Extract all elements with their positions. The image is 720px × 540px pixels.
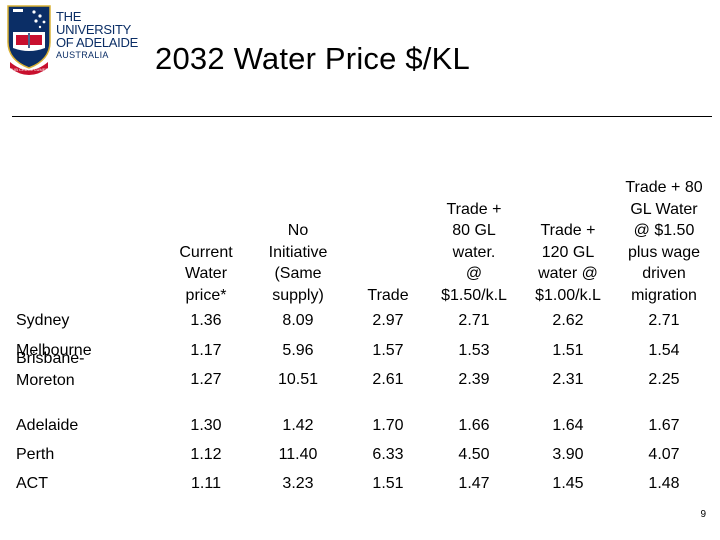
table-cell: 6.33	[372, 446, 404, 463]
table-cell: 1.45	[552, 475, 584, 492]
table-row: ACT 1.11 3.23 1.51 1.47 1.45 1.48	[16, 473, 716, 495]
title-divider	[12, 116, 712, 117]
table-cell: 10.51	[277, 371, 319, 388]
slide-title: 2032 Water Price $/KL	[155, 41, 470, 76]
column-header: Trade +120 GL water @ $1.00/k.L	[535, 222, 601, 304]
table-cell: 1.70	[372, 417, 404, 434]
row-label: Melbourne	[16, 342, 92, 359]
table-cell: 2.71	[458, 312, 490, 329]
table-row: Sydney 1.36 8.09 2.97 2.71 2.62 2.71	[16, 310, 716, 332]
row-label: ACT	[16, 475, 48, 492]
table-cell: 1.36	[190, 312, 222, 329]
table-cell: 1.42	[282, 417, 314, 434]
table-cell: 5.96	[282, 342, 314, 359]
university-crest-icon: SUB CRUCE LUMEN	[7, 5, 51, 75]
table-cell: 2.71	[648, 312, 680, 329]
table-cell: 1.47	[458, 475, 490, 492]
page-number: 9	[700, 509, 706, 520]
table-cell: 1.64	[552, 417, 584, 434]
university-country: AUSTRALIA	[56, 50, 109, 60]
table-cell: 2.39	[458, 371, 490, 388]
column-header: Current Water price*	[179, 243, 233, 304]
column-header: Trade	[367, 286, 409, 304]
table-cell: 11.40	[278, 446, 318, 463]
table-cell: 1.51	[372, 475, 404, 492]
column-header: No Initiative (Same supply)	[268, 222, 328, 304]
table-row: Brisbane- Moreton 1.27 10.51 2.61 2.39 2.31 2.2…	[16, 348, 716, 391]
table-header-row: Current Water price* No Initiative (Same suppl…	[16, 176, 716, 306]
table-cell: 4.07	[648, 446, 680, 463]
table-cell: 1.57	[372, 342, 404, 359]
table-cell: 1.53	[458, 342, 490, 359]
table-cell: 1.11	[191, 475, 221, 492]
row-label: Perth	[16, 446, 55, 463]
table-cell: 2.61	[372, 371, 404, 388]
logo-motto: SUB CRUCE LUMEN	[10, 67, 49, 72]
table-cell: 8.09	[282, 312, 314, 329]
table-row: Perth 1.12 11.40 6.33 4.50 3.90 4.07	[16, 444, 716, 466]
table-cell: 1.66	[458, 417, 490, 434]
table-cell: 1.54	[648, 342, 680, 359]
table-row: Melbourne 1.17 5.96 1.57 1.53 1.51 1.54	[16, 340, 716, 362]
table-cell: 3.23	[282, 475, 314, 492]
table-cell: 1.12	[190, 446, 222, 463]
university-name-line2: OF ADELAIDE	[56, 35, 138, 50]
table-cell: 2.31	[552, 371, 584, 388]
table-cell: 2.25	[648, 371, 680, 388]
column-header: Trade +80 GL water. @ $1.50/k.L	[441, 200, 507, 304]
table-cell: 2.97	[372, 312, 404, 329]
university-name-line1: THE UNIVERSITY	[56, 9, 132, 37]
table-cell: 1.30	[190, 417, 222, 434]
table-cell: 1.17	[190, 342, 222, 359]
row-label: Sydney	[16, 312, 70, 329]
row-label: Adelaide	[16, 417, 79, 434]
table-cell: 1.67	[648, 417, 680, 434]
table-cell: 3.90	[552, 446, 584, 463]
row-label: Brisbane- Moreton	[16, 350, 85, 389]
table-cell: 1.51	[552, 342, 584, 359]
table-cell: 4.50	[458, 446, 490, 463]
table-cell: 2.62	[552, 312, 584, 329]
table-row: Adelaide 1.30 1.42 1.70 1.66 1.64 1.67	[16, 415, 716, 437]
university-logo: SUB CRUCE LUMEN THE UNIVERSITY OF ADELAI…	[0, 0, 150, 80]
column-header: Trade + 80 GL Water @ $1.50 plus wage driven…	[625, 179, 703, 304]
university-name: THE UNIVERSITY OF ADELAIDE AUSTRALIA	[56, 10, 148, 61]
table-cell: 1.27	[190, 371, 222, 388]
table-cell: 1.48	[648, 475, 680, 492]
